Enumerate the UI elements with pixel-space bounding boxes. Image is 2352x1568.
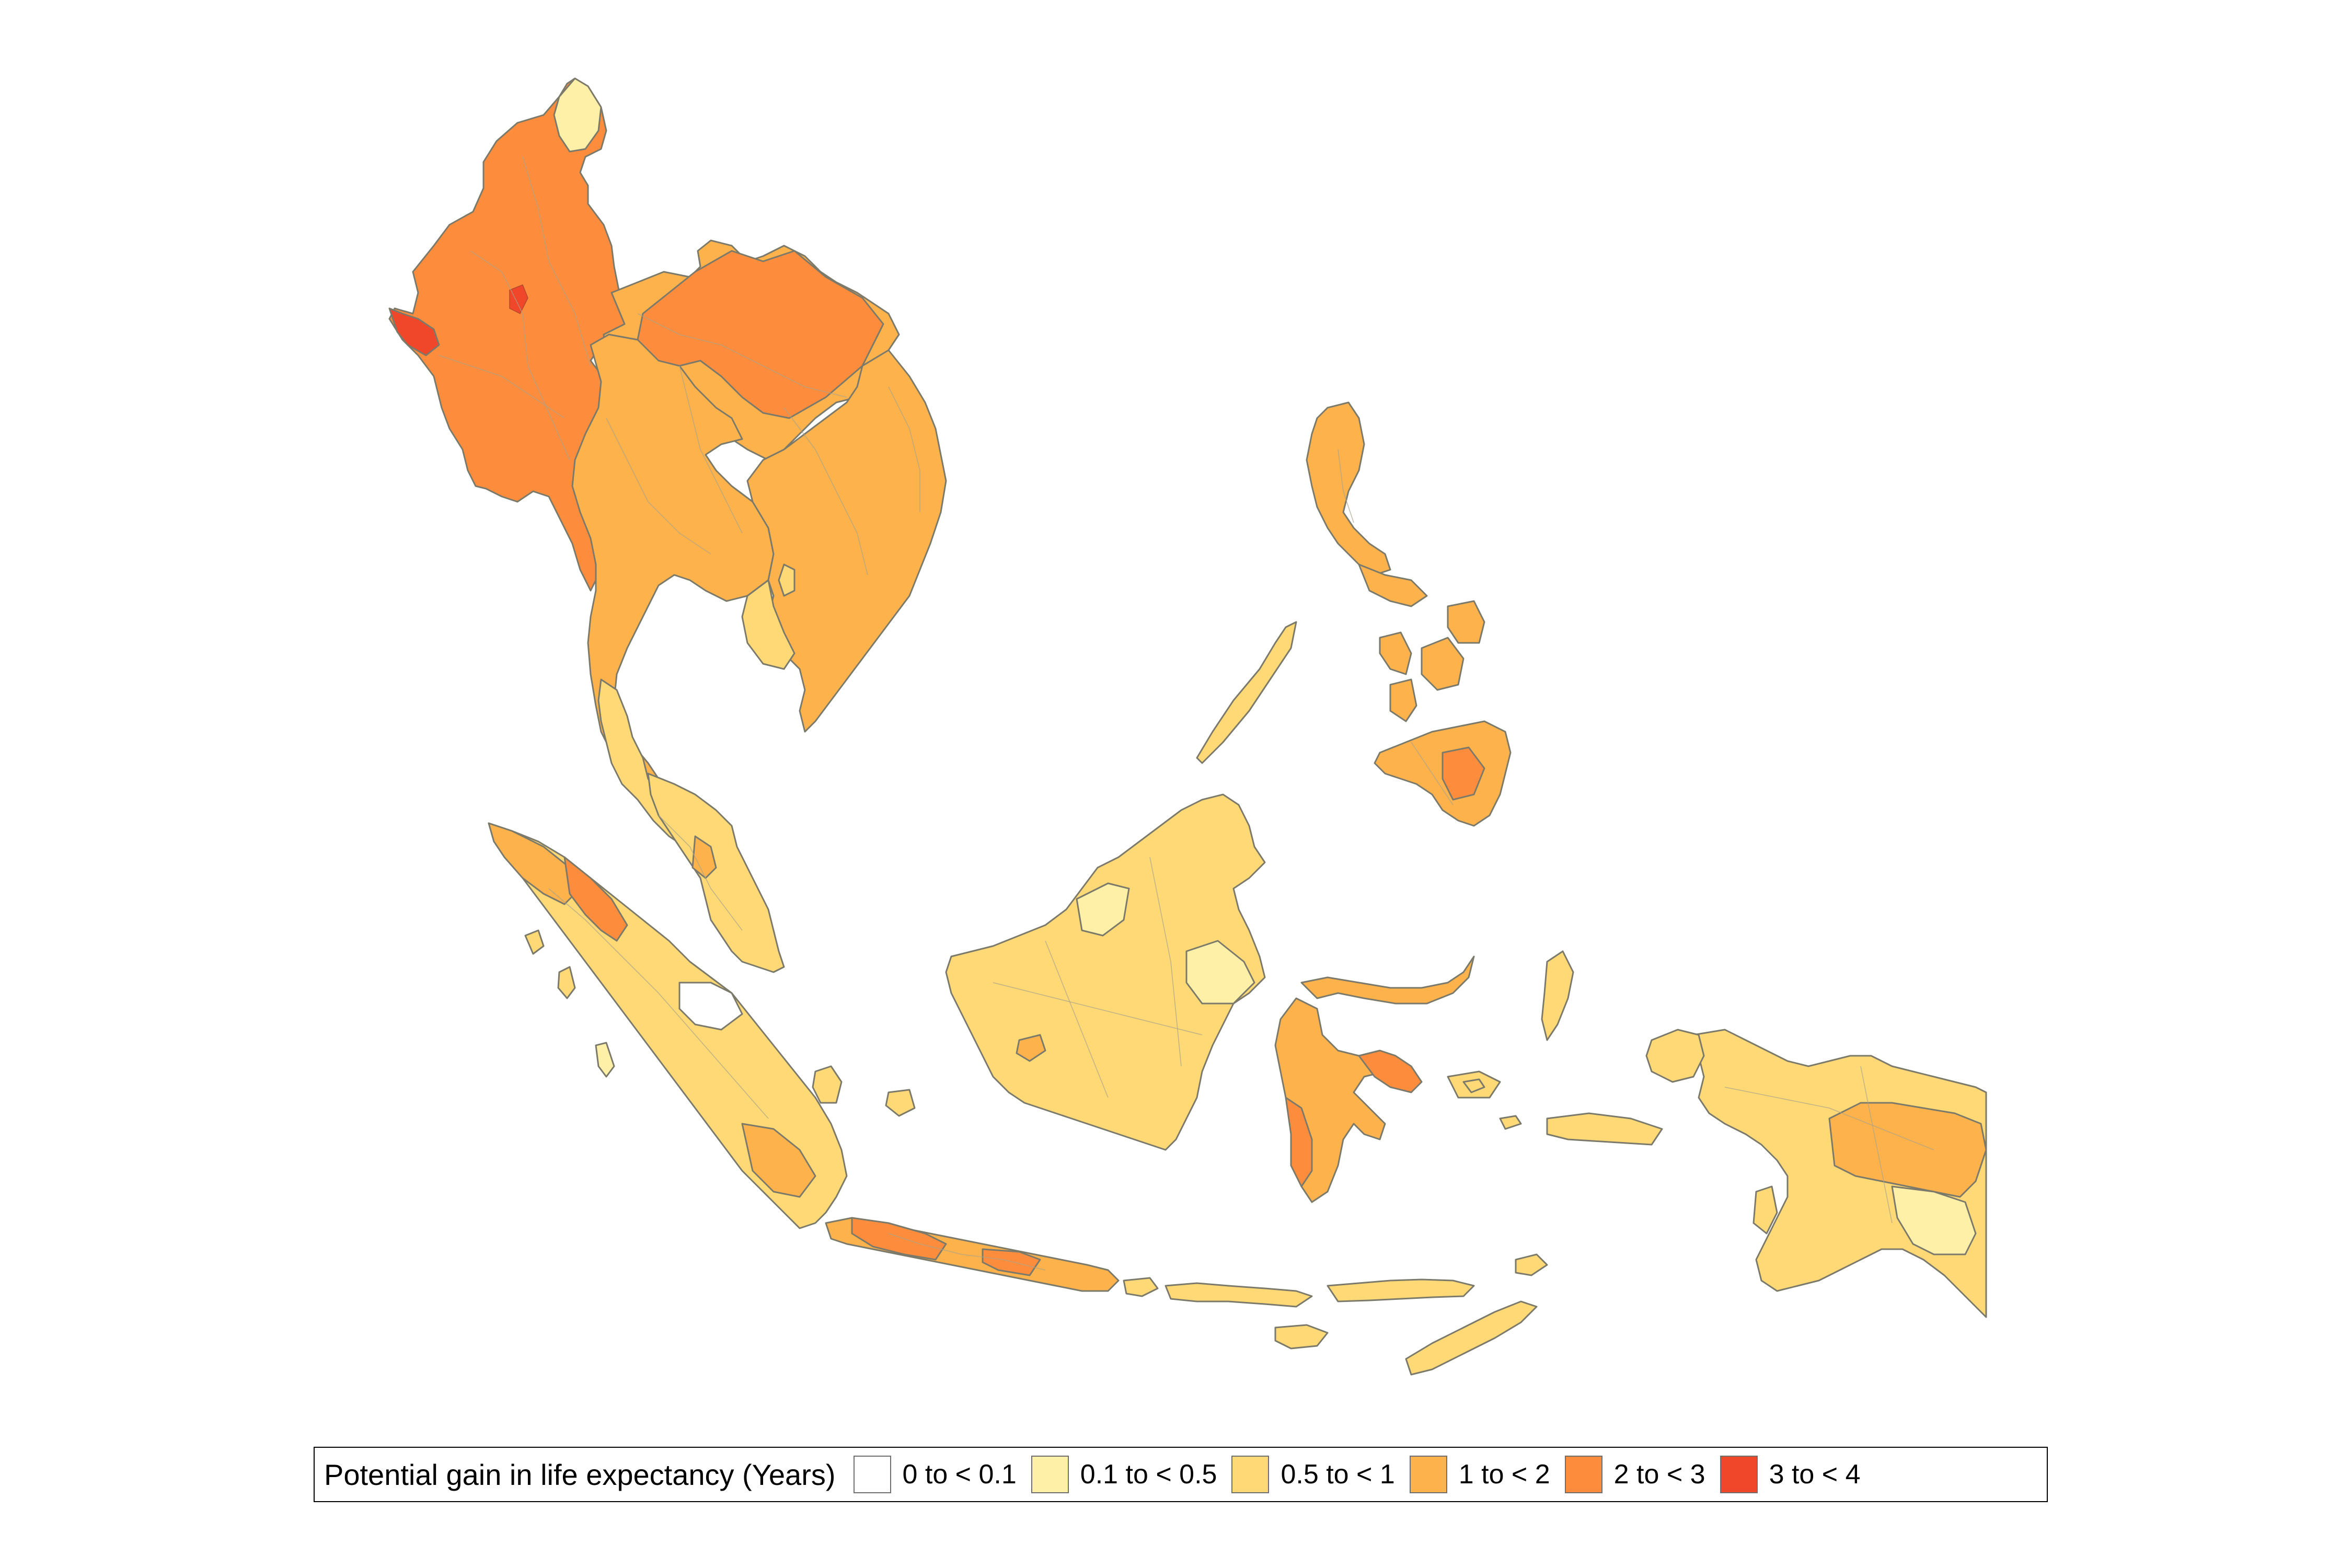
region-thailand	[571, 333, 775, 785]
legend-item: 0.5 to < 1	[1231, 1456, 1395, 1493]
region-sumatra-highlands	[563, 856, 628, 942]
region-myanmar-west-coast	[388, 307, 440, 356]
legend-swatch	[1031, 1456, 1069, 1493]
region-papua	[1692, 1029, 1987, 1318]
region-papua-southeast	[1891, 1185, 1977, 1255]
region-visayas-2	[1421, 637, 1465, 691]
legend-item: 1 to < 2	[1409, 1456, 1550, 1493]
region-vietnam-coast-cambodia	[746, 349, 947, 733]
legend-label: 3 to < 4	[1769, 1459, 1861, 1490]
legend-swatch	[1231, 1456, 1270, 1493]
region-myanmar-central-hotspot	[509, 284, 528, 314]
region-vietnam-central-pale	[778, 563, 795, 597]
region-banggai-sula	[1462, 1078, 1485, 1093]
region-borneo-east-pale	[1185, 940, 1255, 1005]
legend-item: 3 to < 4	[1720, 1456, 1861, 1493]
region-flores	[1327, 1278, 1475, 1302]
region-simeulue	[524, 929, 545, 955]
legend-item: 0.1 to < 0.5	[1031, 1456, 1217, 1493]
region-lombok-sumbawa	[1165, 1282, 1313, 1308]
region-java-west-dark	[851, 1217, 947, 1261]
region-moluccas-south	[1499, 1115, 1522, 1130]
region-visayas-3	[1389, 678, 1417, 722]
region-sumatra-north-aceh	[488, 822, 581, 905]
legend-title: Potential gain in life expectancy (Years…	[324, 1458, 836, 1491]
legend-label: 0 to < 0.1	[902, 1459, 1017, 1490]
region-seram	[1546, 1112, 1663, 1146]
region-mentawai	[595, 1042, 615, 1078]
region-aru-islands	[1753, 1185, 1778, 1235]
region-borneo	[945, 793, 1266, 1151]
admin-boundaries	[439, 156, 1934, 1271]
region-belitung	[885, 1089, 916, 1117]
legend-swatch	[1409, 1456, 1447, 1493]
region-papua-highlands	[1828, 1102, 1987, 1198]
region-sumba	[1274, 1324, 1329, 1350]
region-borneo-orange-patch	[1016, 1034, 1046, 1062]
region-sulawesi-south-arm	[1285, 1097, 1313, 1187]
region-halmahera	[1541, 950, 1574, 1041]
legend-item: 2 to < 3	[1564, 1456, 1705, 1493]
region-myanmar-north-pale	[553, 77, 602, 153]
legend-label: 0.5 to < 1	[1281, 1459, 1395, 1490]
region-luzon	[1306, 401, 1391, 576]
legend-label: 0.1 to < 0.5	[1080, 1459, 1217, 1490]
region-sumatra-south-patch	[741, 1123, 816, 1198]
legend-label: 2 to < 3	[1613, 1459, 1705, 1490]
region-bali	[1123, 1277, 1159, 1297]
legend-swatch	[1720, 1456, 1758, 1493]
region-palawan	[1196, 621, 1297, 764]
region-sarawak-pale	[1076, 882, 1130, 937]
region-bangka	[812, 1065, 843, 1104]
legend: Potential gain in life expectancy (Years…	[314, 1447, 2048, 1502]
region-sulawesi-north	[1300, 955, 1475, 1005]
region-sulawesi-east-arm	[1358, 1050, 1423, 1093]
region-visayas-1	[1379, 631, 1412, 675]
legend-swatch	[853, 1456, 891, 1493]
region-sumatra-white-patch	[678, 982, 743, 1031]
region-malay-pale-patch	[691, 835, 717, 879]
region-bird-head	[1645, 1029, 1705, 1083]
region-malay-peninsula	[647, 773, 785, 973]
region-cambodia-pale	[741, 579, 795, 670]
region-mindanao-dark	[1442, 746, 1485, 801]
legend-label: 1 to < 2	[1458, 1459, 1550, 1490]
region-samar	[1447, 600, 1485, 644]
legend-item: 0 to < 0.1	[853, 1456, 1017, 1493]
region-timor	[1405, 1300, 1538, 1376]
region-luzon-south	[1358, 563, 1428, 607]
region-nias	[557, 966, 576, 999]
region-timor-east	[1515, 1253, 1548, 1276]
legend-swatch	[1564, 1456, 1602, 1493]
region-java-central-dark	[982, 1248, 1041, 1276]
